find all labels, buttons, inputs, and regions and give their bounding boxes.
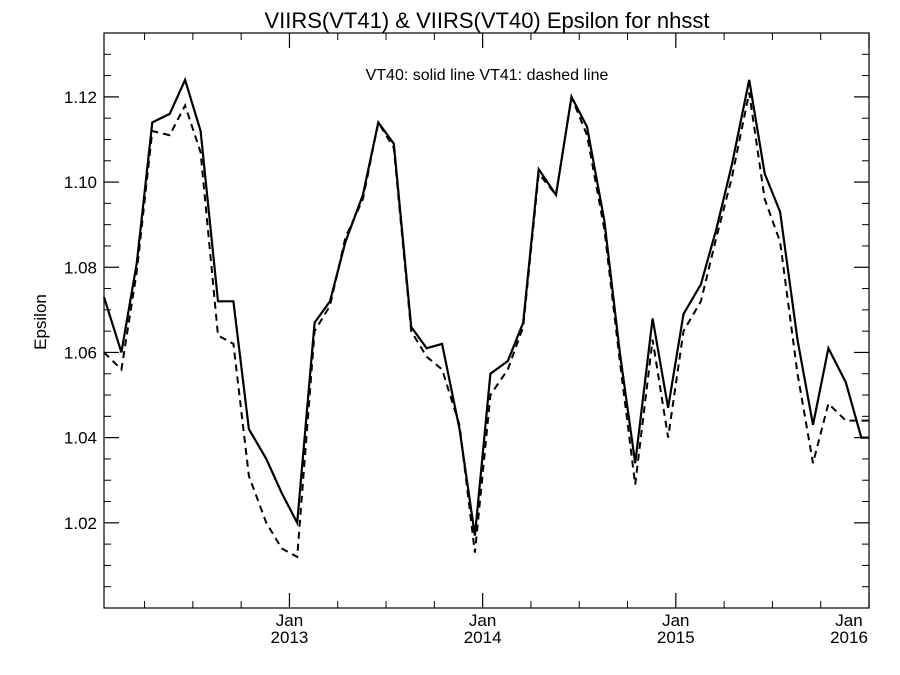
series-line-vt40: [102, 76, 869, 536]
x-tick-year-label: 2015: [657, 628, 695, 647]
y-tick-label: 1.04: [64, 429, 97, 448]
y-tick-label: 1.06: [64, 343, 97, 362]
y-tick-label: 1.08: [64, 258, 97, 277]
x-tick-month-label: Jan: [276, 611, 303, 630]
series-layer: [102, 76, 869, 559]
y-tick-label: 1.12: [64, 88, 97, 107]
y-tick-label: 1.02: [64, 514, 97, 533]
x-tick-year-label: 2013: [271, 628, 309, 647]
x-tick-month-label: Jan: [662, 611, 689, 630]
chart-annotation: VT40: solid line VT41: dashed line: [366, 67, 609, 84]
y-tick-label: 1.10: [64, 173, 97, 192]
x-tick-year-label: 2016: [830, 628, 868, 647]
x-tick-month-label: Jan: [469, 611, 496, 630]
x-tick-month-label: Jan: [835, 611, 862, 630]
x-tick-year-label: 2014: [464, 628, 502, 647]
series-line-vt41: [103, 92, 869, 559]
y-axis-ticks: 1.02 1.04 1.06 1.08 1.10 1.12: [64, 32, 869, 588]
y-axis-label: Epsilon: [31, 294, 50, 350]
chart-title: VIIRS(VT41) & VIIRS(VT40) Epsilon for nh…: [264, 8, 709, 33]
plot-area-frame: [103, 32, 870, 609]
